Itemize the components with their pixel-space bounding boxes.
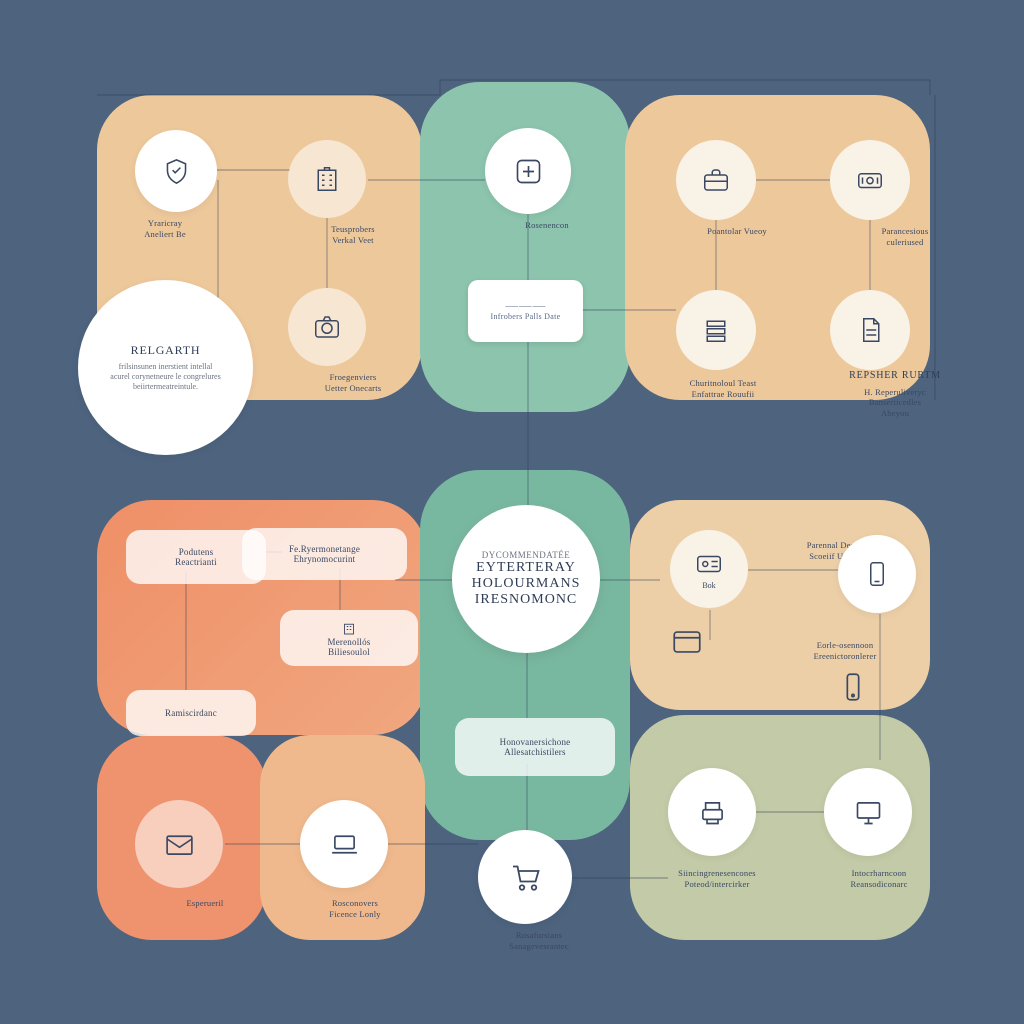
node-tr_doc xyxy=(830,290,910,370)
node-tr_stack xyxy=(676,290,756,370)
caption-tl_shield: YraricrayAneliert Be xyxy=(90,218,240,239)
device-icon xyxy=(862,559,892,589)
node-bl_laptop xyxy=(300,800,388,888)
caption-bl_envelope: Esperueril xyxy=(130,898,280,909)
caption-br_printer: SiincingrenesenconesPoteod/intercirker xyxy=(642,868,792,889)
pill-label: PodutensReactrianti xyxy=(175,547,217,567)
pill-ml_pill4: Ramiscirdanc xyxy=(126,690,256,736)
cart-icon xyxy=(507,859,543,895)
pill-label: MerenollósBiliesoulol xyxy=(328,637,371,657)
envelope-icon xyxy=(163,828,196,861)
money-icon xyxy=(855,165,885,195)
node-tl_building xyxy=(288,140,366,218)
icon-mr_browser xyxy=(670,625,704,664)
printer-icon xyxy=(696,796,729,829)
caption-bc_cart: RosafursiansSanagevesrantec xyxy=(464,930,614,951)
caption-tr_money: Parancesiousculeriused xyxy=(830,226,980,247)
node-tr_brief xyxy=(676,140,756,220)
icon-br_mobile xyxy=(836,670,870,709)
pill-label: HonovanersichoneAllesatchistilers xyxy=(500,737,571,757)
document-icon xyxy=(855,315,885,345)
node-tc_health xyxy=(485,128,571,214)
caption-tr_brief: Poantolar Vueoy xyxy=(662,226,812,237)
pill-mc_pill: HonovanersichoneAllesatchistilers xyxy=(455,718,615,776)
node-br_printer xyxy=(668,768,756,856)
pill-ml_pill2: Fe.RyermonetangeEhrynomocurint xyxy=(242,528,407,580)
box-tc_box: ⸺⸺⸺Infrobers Palls Date xyxy=(468,280,583,342)
laptop-icon xyxy=(328,828,361,861)
pill-ml_pill3: MerenollósBiliesoulol xyxy=(280,610,418,666)
health-icon xyxy=(512,155,545,188)
pill-label: Ramiscirdanc xyxy=(165,708,217,718)
node-tl_shield xyxy=(135,130,217,212)
caption-bl_laptop: RosconoversFicence Lonly xyxy=(280,898,430,919)
caption-tl_camera: FroegenviersUetter Onecarts xyxy=(278,372,428,393)
caption-br_screen: IntocrharncoonReansodiconarc xyxy=(804,868,954,889)
pill-label: Fe.RyermonetangeEhrynomocurint xyxy=(289,544,360,564)
briefcase-icon xyxy=(701,165,731,195)
center-pretitle: Dycommendatée xyxy=(482,550,571,560)
node-tl_camera xyxy=(288,288,366,366)
camera-icon xyxy=(312,312,342,342)
screen-icon xyxy=(852,796,885,829)
caption-tr_stack: Churitnoloul TeastEnfattrae Rouufii xyxy=(648,378,798,399)
node-bl_envelope xyxy=(135,800,223,888)
node-br_screen xyxy=(824,768,912,856)
caption-mr_browser: Eorle-osennoonEreenictoronlerer xyxy=(770,640,920,661)
diagram-stage: DycommendatéeEyterterayHolourmansIresnom… xyxy=(0,0,1024,1024)
building-sm-icon xyxy=(340,619,358,637)
caption-tr_doc: Repsher RurtmH. ReperuliverycBanserticed… xyxy=(820,370,970,418)
research-title: Relgarth xyxy=(131,343,201,358)
center-line1: Eyterteray xyxy=(476,560,576,576)
node-tr_money xyxy=(830,140,910,220)
building-icon xyxy=(312,164,342,194)
mobile-icon xyxy=(836,670,870,704)
research-card: Relgarth frilsinsunen inerstient intellal… xyxy=(78,280,253,455)
browser-icon xyxy=(670,625,704,659)
node-bc_cart xyxy=(478,830,572,924)
center-line2: Holourmans xyxy=(472,576,581,592)
caption-tc_health: Rosenencon xyxy=(472,220,622,231)
node-mr_device xyxy=(838,535,916,613)
node-mr_id: Bok xyxy=(670,530,748,608)
stack-icon xyxy=(701,315,731,345)
center-hub: DycommendatéeEyterterayHolourmansIresnom… xyxy=(452,505,600,653)
research-desc: frilsinsunen inerstient intellalacurel c… xyxy=(110,362,220,392)
caption-tl_building: TeusprobersVerkal Veet xyxy=(278,224,428,245)
shield-icon xyxy=(161,156,192,187)
id-icon xyxy=(694,549,724,579)
center-line3: Iresnomonc xyxy=(475,592,578,608)
